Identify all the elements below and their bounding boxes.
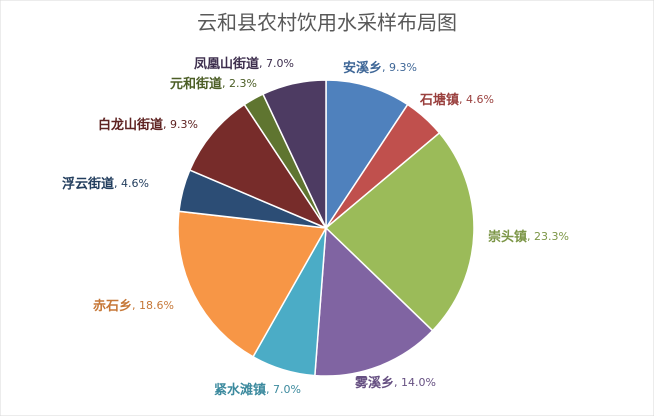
data-label: 元和街道, 2.3%: [170, 76, 257, 92]
label-separator: ,: [132, 299, 139, 312]
chart-title: 云和县农村饮用水采样布局图: [197, 11, 457, 35]
pie-slice: [324, 131, 475, 332]
data-label: 凤凰山街道, 7.0%: [194, 56, 294, 72]
data-label: 安溪乡, 9.3%: [343, 60, 417, 76]
data-label: 石塘镇, 4.6%: [419, 92, 494, 108]
value-label: 14.0%: [401, 376, 436, 389]
pie-slice: [325, 79, 409, 231]
category-name: 凤凰山街道: [194, 56, 259, 72]
data-label: 白龙山街道, 9.3%: [98, 117, 198, 133]
category-name: 元和街道: [170, 76, 222, 92]
label-separator: ,: [459, 93, 466, 106]
pie-slice: [261, 79, 327, 229]
value-label: 9.3%: [389, 61, 417, 74]
category-name: 安溪乡: [343, 60, 382, 76]
pie-slice: [177, 210, 328, 358]
category-name: 白龙山街道: [98, 117, 163, 133]
value-label: 23.3%: [534, 230, 569, 243]
category-name: 崇头镇: [488, 229, 527, 245]
data-label: 雾溪乡, 14.0%: [354, 375, 436, 391]
label-separator: ,: [114, 177, 121, 190]
category-name: 赤石乡: [93, 298, 132, 314]
category-name: 石塘镇: [419, 92, 459, 108]
value-label: 18.6%: [139, 299, 174, 312]
pie-slice: [188, 103, 329, 230]
value-label: 4.6%: [121, 177, 149, 190]
data-label: 紧水滩镇, 7.0%: [214, 382, 301, 398]
category-name: 浮云街道: [62, 176, 114, 192]
value-label: 9.3%: [170, 118, 198, 131]
pie-slice: [314, 226, 434, 377]
data-label: 崇头镇, 23.3%: [488, 229, 569, 245]
label-separator: ,: [394, 376, 401, 389]
label-separator: ,: [259, 57, 266, 70]
label-separator: ,: [527, 230, 534, 243]
category-name: 紧水滩镇: [214, 382, 266, 398]
value-label: 7.0%: [273, 383, 301, 396]
category-name: 雾溪乡: [354, 375, 394, 391]
data-label: 赤石乡, 18.6%: [93, 298, 174, 314]
label-separator: ,: [222, 77, 229, 90]
value-label: 2.3%: [229, 77, 257, 90]
label-separator: ,: [382, 61, 389, 74]
value-label: 4.6%: [466, 93, 494, 106]
label-separator: ,: [163, 118, 170, 131]
value-label: 7.0%: [266, 57, 294, 70]
data-label: 浮云街道, 4.6%: [62, 176, 149, 192]
label-separator: ,: [266, 383, 273, 396]
